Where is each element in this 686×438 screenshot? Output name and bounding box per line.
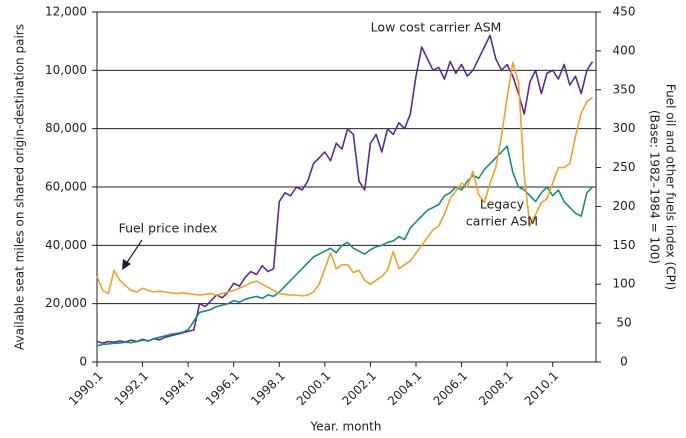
annotation-arrowhead (122, 259, 131, 270)
x-tick-label: 1996.1 (203, 369, 243, 409)
x-tick-label: 2004.1 (385, 369, 425, 409)
y-tick-label: 10,000 (45, 63, 87, 77)
y-tick-label: 20,000 (45, 296, 87, 310)
plot-frame (96, 11, 597, 363)
y2-tick-label: 450 (613, 5, 636, 19)
x-tick-label: 2006.1 (431, 369, 471, 409)
x-tick-label: 1992.1 (112, 369, 152, 409)
y2-tick-label: 100 (613, 277, 636, 291)
y-tick-label: 80,000 (45, 121, 87, 135)
annotation: carrier ASM (466, 214, 538, 229)
y-tick-label: 40,000 (45, 238, 87, 252)
x-tick-label: 2010.1 (522, 369, 562, 409)
annotation: Fuel price index (119, 221, 218, 236)
y2-tick-label: 400 (613, 43, 636, 57)
y2-axis-label: Fuel oil and other fuels index (CPI) (664, 84, 678, 290)
y2-tick-label: 50 (616, 316, 631, 330)
data-line (96, 61, 594, 297)
x-axis-label: Year. month (310, 420, 382, 434)
annotation: Legacy (480, 197, 525, 212)
y2-axis-label: (Base: 1982–1984 = 100) (648, 110, 662, 264)
y2-tick-label: 250 (613, 160, 636, 174)
y-tick-label: 12,000 (45, 5, 87, 19)
y-tick-label: 60,000 (45, 180, 87, 194)
y2-tick-label: 350 (613, 82, 636, 96)
x-tick-label: 2000.1 (294, 369, 334, 409)
y-axis-label: Available seat miles on shared origin-de… (13, 24, 27, 350)
data-line (96, 145, 594, 347)
x-tick-label: 1998.1 (248, 369, 288, 409)
y2-tick-label: 0 (620, 355, 628, 369)
x-tick-label: 1994.1 (157, 369, 197, 409)
y-tick-label: 0 (79, 355, 87, 369)
y2-tick-label: 300 (613, 121, 636, 135)
x-tick-label: 1990.1 (66, 369, 106, 409)
y2-tick-label: 200 (613, 199, 636, 213)
annotation: Low cost carrier ASM (371, 20, 502, 35)
annotation-arrow (125, 239, 143, 265)
x-tick-label: 2008.1 (476, 369, 516, 409)
y2-tick-label: 150 (613, 238, 636, 252)
x-tick-label: 2002.1 (339, 369, 379, 409)
